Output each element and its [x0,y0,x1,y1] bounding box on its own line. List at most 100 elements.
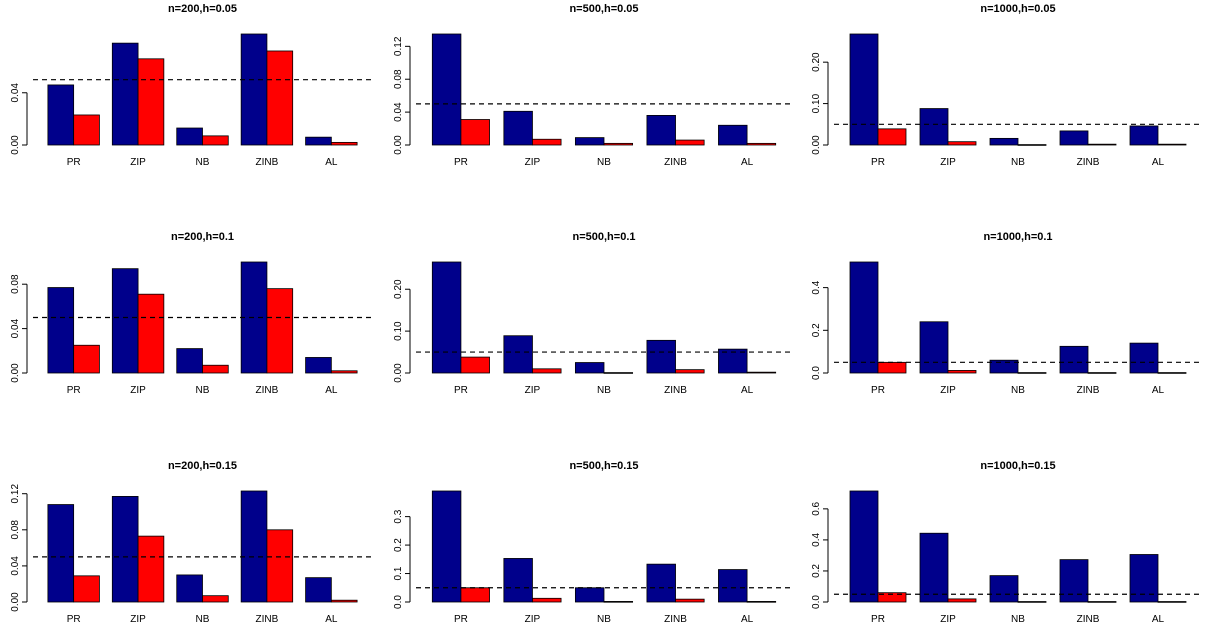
category-label: ZINB [256,157,279,168]
bar-blue-al [718,348,748,374]
bar-red-zip [947,598,977,603]
bar-red-nb [1017,372,1047,374]
y-tick-label: 0.0 [811,366,822,380]
bar-blue-zip [111,496,139,603]
chart-panel: n=200,h=0.1 0.00 0.04 0.08 PR ZIP NB ZINB AL [10,231,372,396]
category-label: AL [741,385,754,396]
bar-blue-zinb [646,115,676,146]
bar-red-al [330,141,358,146]
bar-red-zinb [266,288,294,374]
bar-blue-zinb [1059,130,1089,146]
y-tick-label: 0.08 [10,520,21,540]
bar-blue-pr [849,490,879,603]
bar-red-zip [947,141,977,146]
bar-blue-nb [989,137,1019,146]
category-label: PR [454,157,468,168]
y-tick-label: 0.00 [811,135,822,155]
bar-blue-pr [431,261,462,374]
bar-red-zinb [1087,143,1117,146]
category-label: ZIP [525,385,541,396]
bar-blue-pr [849,261,879,374]
category-label: ZINB [256,614,279,625]
category-label: PR [871,385,885,396]
bar-red-nb [603,142,634,146]
category-label: PR [67,157,81,168]
bar-red-pr [877,128,907,146]
bar-blue-pr [47,84,75,146]
bar-red-pr [73,575,100,603]
category-label: ZINB [664,157,687,168]
bar-blue-al [1129,342,1159,374]
chart-title: n=1000,h=0.05 [980,3,1055,15]
bar-red-nb [603,601,634,603]
bar-blue-nb [176,348,203,374]
category-label: ZINB [256,385,279,396]
bar-blue-zip [919,108,949,146]
y-tick-label: 0.10 [393,321,404,341]
bar-red-pr [460,356,490,374]
y-tick-label: 0.1 [393,566,404,580]
category-label: NB [1011,614,1025,625]
bar-red-nb [1017,601,1047,603]
category-label: ZINB [664,614,687,625]
bar-red-nb [202,135,229,146]
chart-panel: n=200,h=0.15 0.00 0.04 0.08 0.12 PR ZIP NB ZINB A… [10,460,372,625]
category-label: ZIP [940,157,956,168]
category-label: AL [1152,157,1165,168]
bar-blue-zip [111,42,139,146]
category-label: AL [741,157,754,168]
category-label: ZINB [1077,614,1100,625]
y-tick-label: 0.00 [393,135,404,155]
y-tick-label: 0.3 [393,509,404,523]
bar-red-zip [947,370,977,374]
bar-blue-al [1129,554,1159,603]
bar-blue-zip [111,268,139,374]
y-tick-label: 0.04 [10,318,21,338]
category-label: AL [741,614,754,625]
y-tick-label: 0.2 [393,538,404,552]
chart-panel: n=500,h=0.1 0.00 0.10 0.20 PR ZIP NB ZINB AL [393,231,792,396]
category-label: PR [454,614,468,625]
bar-red-pr [877,592,907,603]
bar-blue-zinb [240,490,268,603]
bar-red-zip [532,597,562,603]
y-tick-label: 0.10 [811,93,822,113]
bar-blue-zinb [646,339,676,374]
bar-blue-pr [47,504,75,603]
category-label: PR [67,385,81,396]
category-label: PR [871,157,885,168]
y-tick-label: 0.00 [10,592,21,612]
y-tick-label: 0.04 [10,83,21,103]
bar-red-al [330,599,358,603]
bar-blue-al [305,357,332,374]
bar-red-zip [137,293,165,374]
bar-red-zip [532,138,562,146]
chart-panel: n=1000,h=0.1 0.0 0.2 0.4 PR ZIP NB ZINB AL [811,231,1202,396]
category-label: ZIP [130,614,146,625]
bar-red-pr [73,344,100,374]
bar-blue-al [1129,125,1159,146]
y-tick-label: 0.2 [811,564,822,578]
category-label: NB [196,157,210,168]
bar-red-al [746,601,777,603]
category-label: NB [196,614,210,625]
bar-blue-nb [989,575,1019,603]
chart-title: n=200,h=0.05 [168,3,237,15]
bar-red-zinb [675,369,705,374]
bar-blue-zinb [240,33,268,146]
bar-blue-nb [574,137,605,146]
bar-blue-zinb [240,261,268,374]
chart-panel: n=500,h=0.05 0.00 0.04 0.08 0.12 PR ZIP NB ZINB A… [393,3,792,168]
bar-blue-nb [989,359,1019,374]
chart-title: n=1000,h=0.15 [980,460,1055,472]
bar-red-zip [532,368,562,374]
bar-red-al [746,142,777,146]
bar-red-nb [603,372,634,374]
category-label: ZINB [1077,385,1100,396]
bar-blue-nb [176,127,203,146]
bar-red-pr [460,119,490,146]
category-label: ZIP [940,614,956,625]
category-label: AL [325,614,338,625]
category-label: ZIP [525,157,541,168]
category-label: PR [871,614,885,625]
